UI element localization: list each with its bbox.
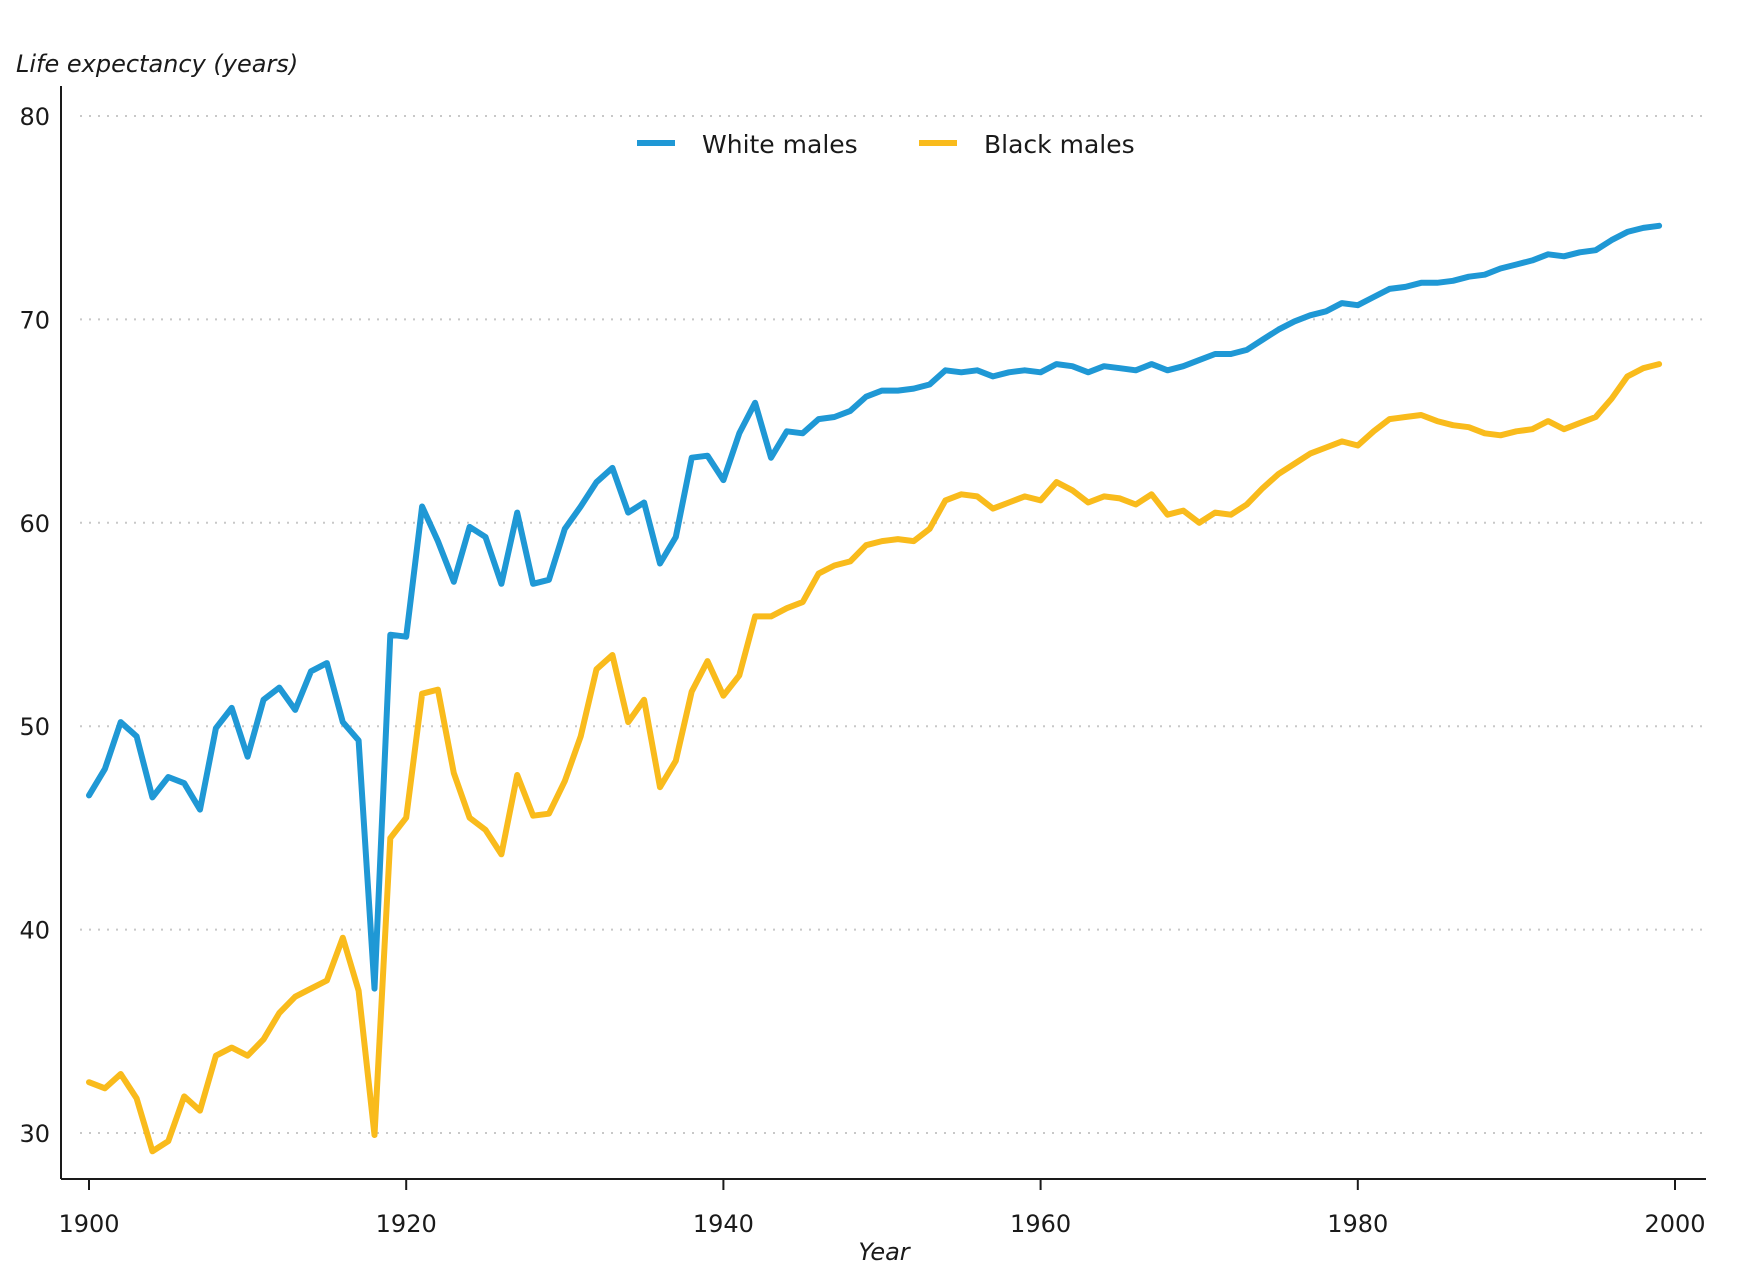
y-tick-label: 40 <box>19 917 50 945</box>
axes <box>60 86 1706 1180</box>
y-tick-label: 70 <box>19 306 50 334</box>
y-tick-label: 60 <box>19 510 50 538</box>
tick-labels: 30 40 50 60 70 80 1900 1920 1940 1960 1980 2000 <box>19 103 1705 1238</box>
x-tick-label: 1920 <box>376 1210 437 1238</box>
y-tick-label: 80 <box>19 103 50 131</box>
legend-label-white-males: White males <box>702 130 858 159</box>
x-tick-label: 2000 <box>1644 1210 1705 1238</box>
x-tick-label: 1980 <box>1327 1210 1388 1238</box>
series-lines <box>86 222 1663 1155</box>
y-tick-label: 30 <box>19 1120 50 1148</box>
y-axis-title: Life expectancy (years) <box>16 50 298 78</box>
legend-label-black-males: Black males <box>984 130 1135 159</box>
series-line-white-males <box>86 222 1663 992</box>
x-tick-label: 1900 <box>58 1210 119 1238</box>
x-tick-label: 1940 <box>693 1210 754 1238</box>
legend: White males Black males <box>637 130 1135 159</box>
x-tick-label: 1960 <box>1010 1210 1071 1238</box>
series-line-black-males <box>86 361 1663 1155</box>
y-tick-label: 50 <box>19 713 50 741</box>
x-axis-title: Year <box>858 1238 911 1266</box>
gridlines <box>80 115 1706 1134</box>
